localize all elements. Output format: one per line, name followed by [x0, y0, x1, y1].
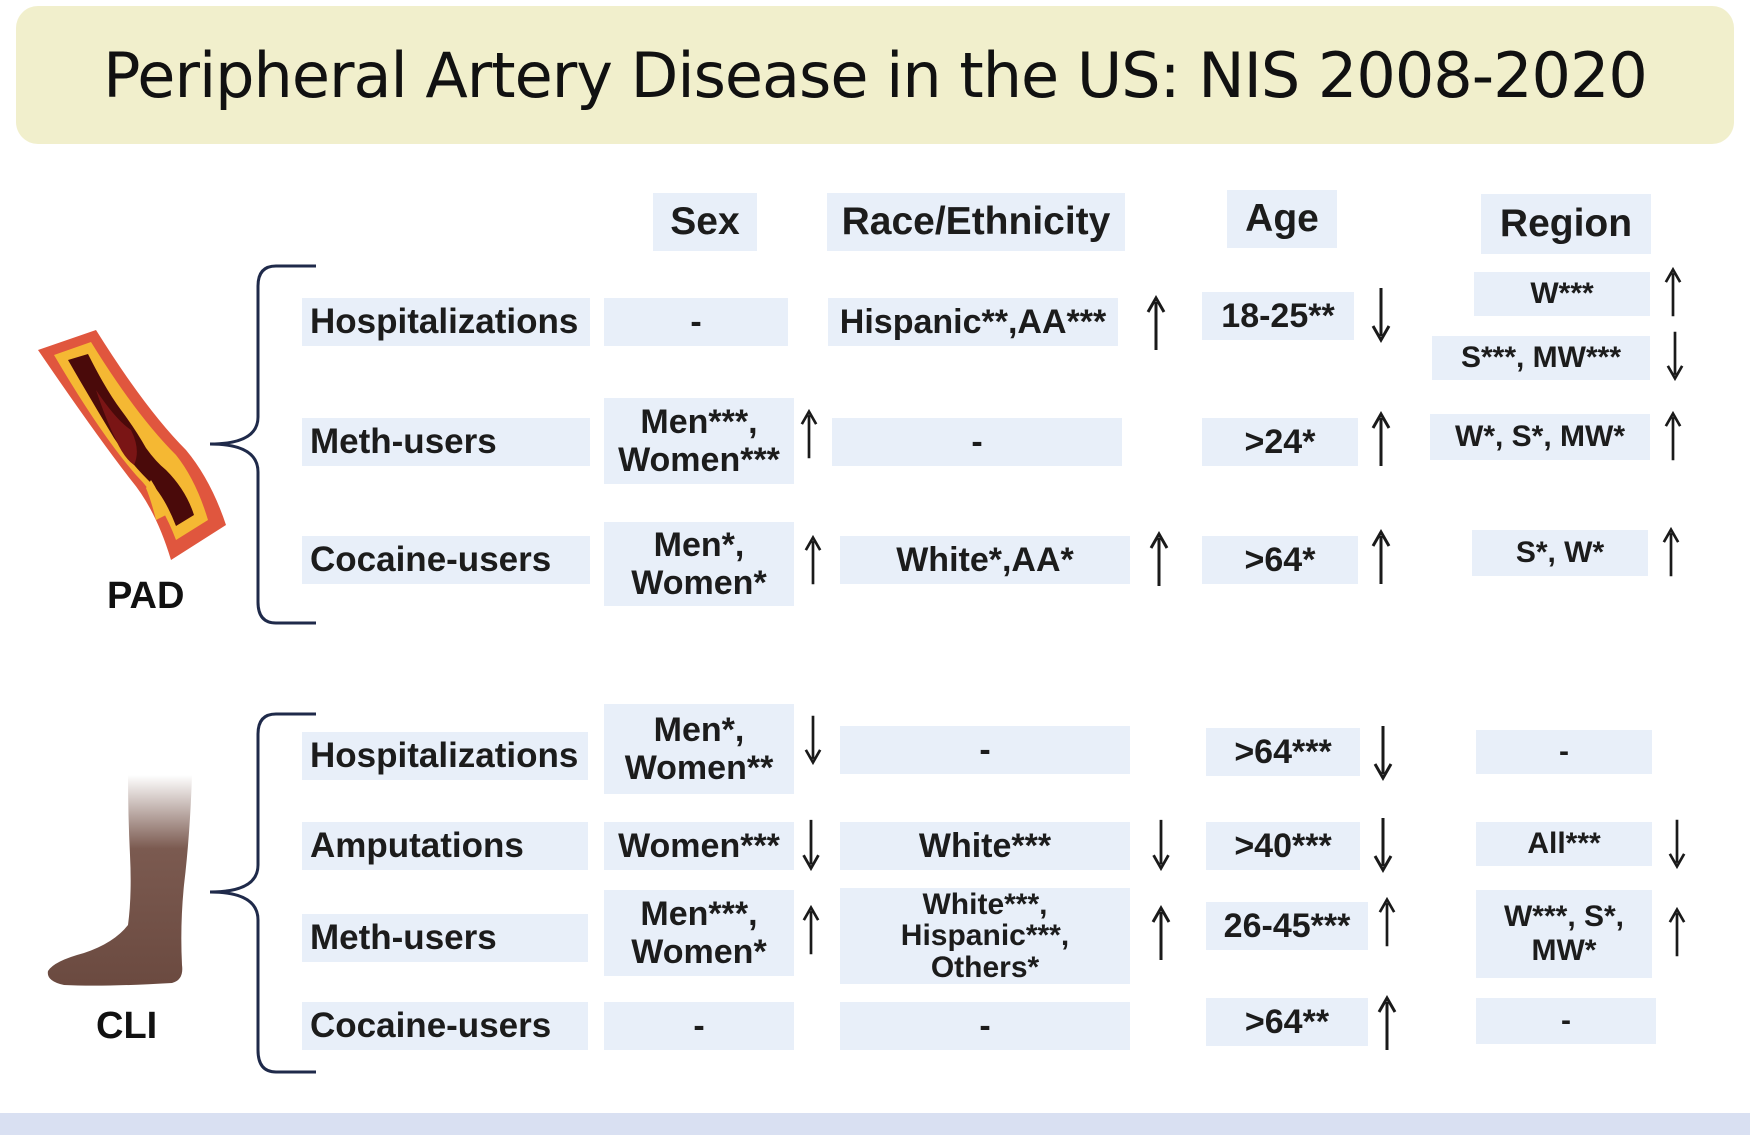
pad-cocaine-sex-line2: Women* — [631, 564, 767, 602]
column-header-sex: Sex — [653, 193, 757, 251]
cli-hosp-sex-line2: Women** — [624, 749, 774, 787]
cli-amp-age: >40*** — [1206, 822, 1360, 870]
cli-meth-region-arrow-up-icon — [1668, 906, 1686, 957]
cli-amp-race-arrow-down-icon — [1152, 819, 1170, 872]
cli-meth-race-line1: White***, — [922, 887, 1048, 921]
pad-meth-region-arrow-up-icon — [1664, 410, 1682, 461]
pad-hosp-region-south-midwest: S***, MW*** — [1432, 336, 1650, 380]
pad-row-hospitalizations-label: Hospitalizations — [302, 298, 590, 346]
pad-label: PAD — [107, 575, 185, 617]
pad-cocaine-race-arrow-up-icon — [1149, 530, 1169, 586]
cli-label: CLI — [96, 1005, 158, 1047]
column-header-race: Race/Ethnicity — [827, 193, 1125, 251]
cli-meth-race-line2: Hispanic***, — [900, 919, 1070, 953]
cli-row-cocaine-label: Cocaine-users — [302, 1002, 588, 1050]
artery-illustration — [38, 330, 226, 560]
cli-meth-age: 26-45*** — [1206, 902, 1368, 950]
cli-meth-sex-arrow-up-icon — [802, 904, 820, 955]
pad-brace — [209, 264, 316, 625]
pad-meth-age: >24* — [1202, 418, 1358, 466]
pad-cocaine-age-arrow-up-icon — [1371, 528, 1391, 584]
cli-hosp-sex: Men*, Women** — [604, 704, 794, 794]
pad-meth-sex-line1: Men***, — [640, 402, 758, 441]
cli-meth-region-line2: MW* — [1531, 934, 1597, 967]
pad-hosp-race: Hispanic**,AA*** — [828, 298, 1118, 346]
pad-hosp-region-sm-arrow-down-icon — [1666, 331, 1684, 382]
cli-meth-race-arrow-up-icon — [1151, 904, 1171, 960]
cli-hosp-age-arrow-down-icon — [1373, 726, 1393, 782]
pad-cocaine-age: >64* — [1202, 536, 1358, 584]
cli-hosp-race: - — [840, 726, 1130, 774]
pad-hosp-age: 18-25** — [1202, 292, 1354, 340]
cli-brace — [209, 712, 316, 1074]
cli-meth-race: White***, Hispanic***, Others* — [840, 888, 1130, 984]
cli-row-hospitalizations-label: Hospitalizations — [302, 732, 588, 780]
cli-meth-sex-line2: Women* — [631, 933, 767, 971]
column-header-region: Region — [1481, 194, 1651, 254]
pad-cocaine-sex-arrow-up-icon — [804, 534, 822, 585]
pad-meth-region: W*, S*, MW* — [1430, 414, 1650, 460]
pad-hosp-region-west-arrow-up-icon — [1664, 266, 1682, 317]
cli-hosp-region: - — [1476, 730, 1652, 774]
pad-hosp-region-west: W*** — [1474, 272, 1650, 316]
pad-cocaine-region-arrow-up-icon — [1662, 526, 1680, 577]
cli-meth-age-arrow-up-icon — [1378, 896, 1396, 947]
cli-amp-region: All*** — [1476, 822, 1652, 866]
cli-meth-region: W***, S*, MW* — [1476, 890, 1652, 978]
title-banner: Peripheral Artery Disease in the US: NIS… — [16, 6, 1734, 144]
cli-amp-race: White*** — [840, 822, 1130, 870]
pad-cocaine-sex-line1: Men*, — [653, 525, 745, 564]
pad-cocaine-region: S*, W* — [1472, 530, 1648, 576]
cli-meth-race-line3: Others* — [930, 950, 1040, 984]
pad-row-cocaine-label: Cocaine-users — [302, 536, 590, 584]
pad-hosp-age-arrow-down-icon — [1371, 288, 1391, 344]
cli-amp-region-arrow-down-icon — [1668, 819, 1686, 870]
pad-row-meth-label: Meth-users — [302, 418, 590, 466]
leg-illustration — [47, 775, 192, 986]
pad-cocaine-sex: Men*, Women* — [604, 522, 794, 606]
cli-meth-sex-line1: Men***, — [640, 894, 758, 933]
cli-hosp-sex-arrow-down-icon — [804, 715, 822, 766]
cli-meth-region-line1: W***, S*, — [1503, 900, 1625, 934]
footer-band — [0, 1113, 1750, 1135]
cli-cocaine-age-arrow-up-icon — [1377, 994, 1397, 1050]
cli-row-meth-label: Meth-users — [302, 914, 588, 962]
cli-hosp-sex-line1: Men*, — [653, 710, 745, 749]
cli-cocaine-sex: - — [604, 1002, 794, 1050]
pad-meth-race: - — [832, 418, 1122, 466]
cli-cocaine-region: - — [1476, 998, 1656, 1044]
cli-row-amputations-label: Amputations — [302, 822, 588, 870]
pad-meth-sex-arrow-up-icon — [800, 408, 818, 459]
cli-hosp-age: >64*** — [1206, 728, 1360, 776]
cli-amp-age-arrow-down-icon — [1373, 818, 1393, 874]
column-header-age: Age — [1227, 190, 1337, 248]
cli-amp-sex-arrow-down-icon — [802, 819, 820, 872]
pad-hosp-sex: - — [604, 298, 788, 346]
pad-meth-sex-line2: Women*** — [618, 441, 780, 479]
cli-amp-sex: Women*** — [604, 822, 794, 870]
cli-cocaine-age: >64** — [1206, 998, 1368, 1046]
pad-meth-sex: Men***, Women*** — [604, 398, 794, 484]
pad-hosp-race-arrow-up-icon — [1146, 294, 1166, 350]
page-title: Peripheral Artery Disease in the US: NIS… — [103, 38, 1648, 112]
pad-cocaine-race: White*,AA* — [840, 536, 1130, 584]
cli-cocaine-race: - — [840, 1002, 1130, 1050]
pad-meth-age-arrow-up-icon — [1371, 410, 1391, 466]
cli-meth-sex: Men***, Women* — [604, 890, 794, 976]
